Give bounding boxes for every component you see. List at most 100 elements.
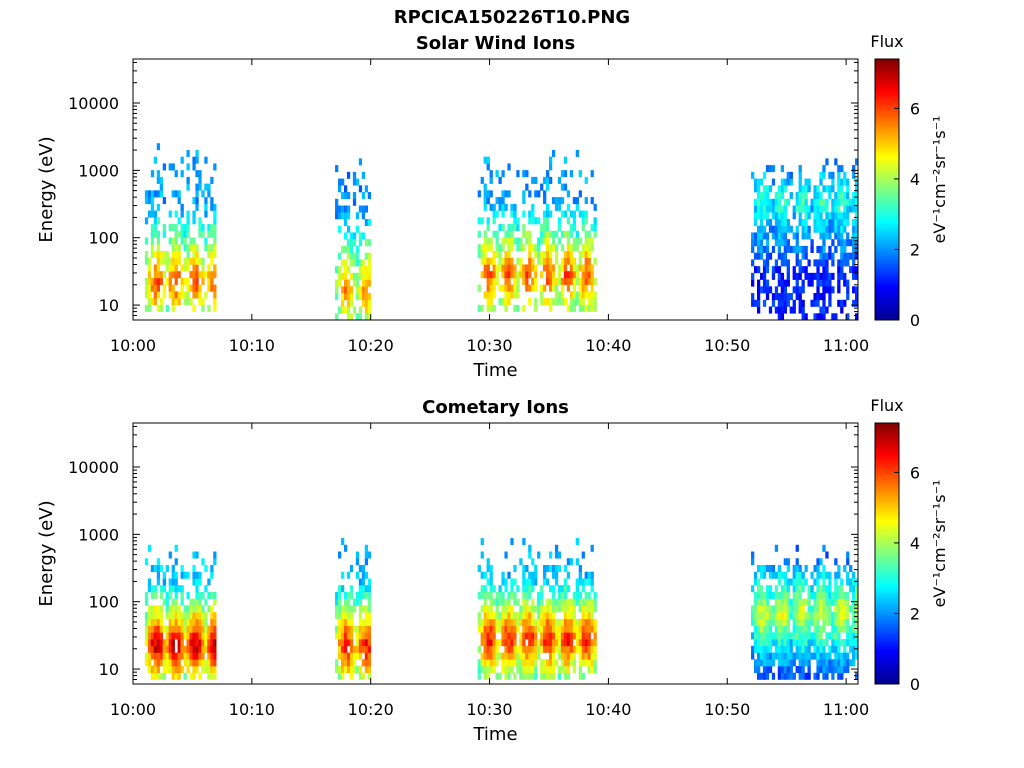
flux-cell: [361, 585, 366, 593]
flux-cell: [789, 639, 793, 647]
flux-cell: [486, 639, 490, 647]
flux-cell: [566, 632, 571, 640]
flux-cell: [771, 672, 776, 680]
flux-cell: [159, 639, 164, 647]
flux-cell: [813, 259, 817, 267]
flux-cell: [192, 210, 196, 218]
flux-cell: [507, 632, 511, 640]
flux-cell: [528, 217, 532, 225]
flux-cell: [210, 618, 214, 626]
flux-cell: [774, 293, 779, 301]
flux-cell: [584, 237, 588, 245]
flux-cell: [810, 618, 814, 626]
flux-cell: [810, 198, 814, 206]
flux-cell: [195, 571, 199, 579]
flux-cell: [531, 666, 535, 674]
flux-cell: [528, 652, 532, 660]
flux-cell: [807, 225, 811, 233]
flux-cell: [144, 257, 149, 265]
flux-cell: [795, 239, 799, 247]
y-axis-label: Energy (eV): [36, 500, 57, 606]
flux-cell: [168, 645, 172, 653]
flux-cell: [204, 197, 208, 205]
flux-cell: [534, 618, 538, 626]
flux-cell: [774, 259, 779, 267]
flux-cell: [147, 666, 152, 674]
flux-cell: [355, 666, 360, 674]
flux-cell: [510, 612, 514, 620]
flux-cell: [534, 271, 538, 279]
flux-cell: [834, 591, 838, 599]
flux-cell: [593, 659, 597, 667]
flux-cell: [786, 299, 790, 307]
flux-cell: [177, 659, 181, 667]
flux-cell: [828, 293, 832, 301]
flux-cell: [822, 185, 826, 193]
flux-cell: [795, 591, 799, 599]
flux-cell: [777, 605, 782, 613]
flux-cell: [798, 218, 802, 227]
flux-cell: [168, 551, 172, 559]
flux-cell: [198, 257, 202, 265]
flux-cell: [822, 171, 826, 179]
flux-cell: [361, 286, 366, 294]
flux-cell: [204, 183, 208, 191]
flux-cell: [201, 612, 205, 620]
flux-cell: [557, 237, 562, 245]
flux-cell: [828, 591, 832, 599]
flux-cell: [563, 591, 568, 599]
flux-cell: [789, 598, 793, 606]
flux-cell: [795, 293, 799, 301]
flux-cell: [813, 639, 817, 647]
flux-cell: [771, 632, 776, 640]
flux-cell: [852, 605, 856, 613]
flux-cell: [557, 639, 562, 647]
flux-cell: [522, 271, 526, 279]
flux-cell: [340, 272, 345, 280]
flux-cell: [768, 666, 773, 674]
flux-cell: [367, 625, 372, 633]
flux-cell: [569, 257, 574, 265]
flux-cell: [578, 291, 582, 299]
flux-cell: [855, 313, 859, 321]
y-tick-label: 10: [99, 296, 119, 315]
flux-cell: [834, 158, 838, 166]
flux-cell: [195, 264, 199, 272]
flux-cell: [147, 585, 152, 593]
flux-cell: [495, 659, 499, 667]
flux-cell: [174, 612, 178, 620]
flux-cell: [816, 272, 820, 280]
flux-cell: [504, 598, 508, 606]
flux-cell: [572, 618, 577, 626]
flux-cell: [798, 598, 802, 606]
flux-cell: [192, 632, 196, 640]
flux-cell: [355, 598, 360, 606]
flux-cell: [156, 605, 161, 613]
flux-cell: [147, 291, 152, 299]
flux-cell: [831, 171, 835, 179]
flux-cell: [510, 659, 514, 667]
flux-cell: [587, 304, 591, 312]
flux-cell: [831, 632, 835, 640]
flux-cell: [198, 605, 202, 613]
flux-cell: [777, 252, 782, 260]
flux-cell: [783, 245, 787, 253]
flux-cell: [156, 237, 161, 245]
flux-cell: [810, 612, 814, 620]
flux-cell: [593, 304, 597, 312]
flux-cell: [486, 605, 490, 613]
flux-cell: [566, 659, 571, 667]
flux-cell: [335, 625, 339, 633]
flux-cell: [569, 271, 574, 279]
flux-cell: [489, 632, 493, 640]
flux-cell: [201, 271, 205, 279]
flux-cell: [780, 165, 785, 173]
flux-cell: [501, 578, 505, 586]
flux-cell: [153, 564, 158, 573]
flux-cell: [756, 279, 761, 287]
flux-cell: [201, 591, 205, 599]
flux-cell: [540, 237, 544, 245]
flux-cell: [843, 299, 847, 307]
flux-cell: [153, 250, 158, 259]
